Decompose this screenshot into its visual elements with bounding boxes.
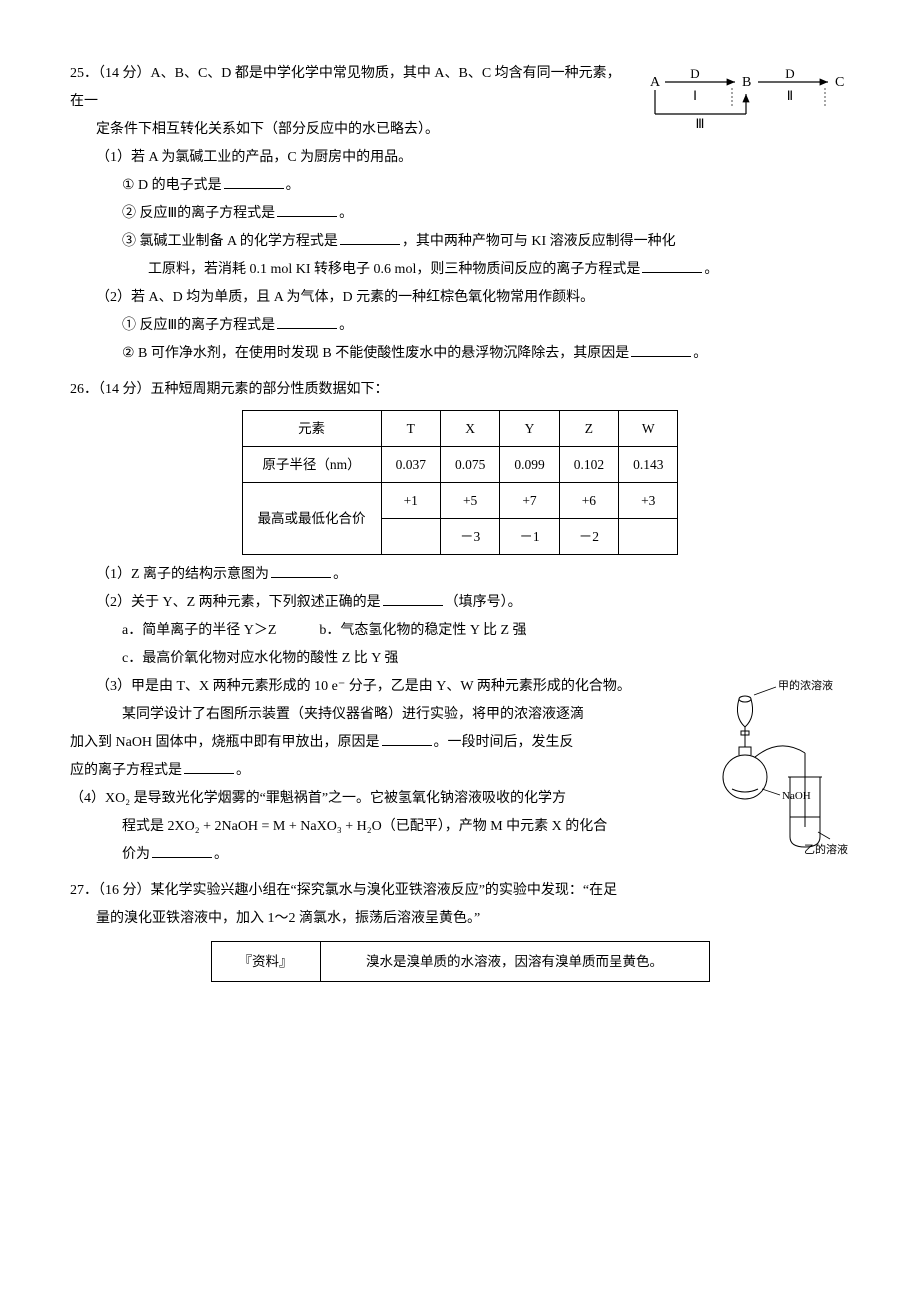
blank[interactable] [184, 759, 234, 774]
table-row: 原子半径（nm） 0.037 0.075 0.099 0.102 0.143 [242, 447, 678, 483]
blank[interactable] [224, 174, 284, 189]
q25-2-1: ① 反应Ⅲ的离子方程式是。 [70, 312, 850, 340]
row-valence-label: 最高或最低化合价 [242, 483, 381, 555]
row-radius-label: 原子半径（nm） [242, 447, 381, 483]
label-top: 甲的浓溶液 [778, 678, 833, 692]
blank[interactable] [631, 342, 691, 357]
q25-stem-1: A、B、C、D 都是中学化学中常见物质，其中 A、B、C 均含有同一种元素，在一 [70, 66, 621, 109]
q26-p2: （2）关于 Y、Z 两种元素，下列叙述正确的是（填序号）。 [70, 589, 850, 617]
opt-a: a．简单离子的半径 Y＞Z [122, 623, 276, 638]
question-26: 26．（14 分）五种短周期元素的部分性质数据如下： 元素 T X Y Z W … [70, 376, 850, 869]
edge-d-1: D [690, 66, 699, 81]
table-row: 最高或最低化合价 +1 +5 +7 +6 +3 [242, 483, 678, 519]
q25-1-2: ② 反应Ⅲ的离子方程式是。 [70, 200, 850, 228]
th-T: T [381, 411, 440, 447]
q26-stem: 五种短周期元素的部分性质数据如下： [151, 382, 389, 397]
q25-diagram: A D Ⅰ B D Ⅱ C Ⅲ [640, 66, 850, 147]
resource-text: 溴水是溴单质的水溶液，因溶有溴单质而呈黄色。 [320, 942, 709, 982]
q26-p1: （1）Z 离子的结构示意图为。 [70, 561, 850, 589]
q26-number: 26． [70, 382, 98, 397]
element-data-table: 元素 T X Y Z W 原子半径（nm） 0.037 0.075 0.099 … [242, 410, 679, 555]
q25-2-2: ② B 可作净水剂，在使用时发现 B 不能使酸性废水中的悬浮物沉降除去，其原因是… [70, 340, 850, 368]
th-element: 元素 [242, 411, 381, 447]
table-row: 『资料』 溴水是溴单质的水溶液，因溶有溴单质而呈黄色。 [211, 942, 709, 982]
q25-part1: （1）若 A 为氯碱工业的产品，C 为厨房中的用品。 [70, 144, 850, 172]
transform-diagram-svg: A D Ⅰ B D Ⅱ C Ⅲ [640, 66, 850, 136]
table-row: 元素 T X Y Z W [242, 411, 678, 447]
q25-points: （14 分） [98, 66, 151, 81]
th-Y: Y [500, 411, 559, 447]
region-2: Ⅱ [787, 88, 793, 103]
blank[interactable] [382, 731, 432, 746]
q27-points: （16 分） [98, 883, 151, 898]
edge-d-2: D [785, 66, 794, 81]
q25-number: 25． [70, 66, 98, 81]
resource-label: 『资料』 [211, 942, 320, 982]
blank[interactable] [642, 258, 702, 273]
blank[interactable] [277, 202, 337, 217]
node-a: A [650, 75, 661, 90]
opt-c: c．最高价氧化物对应水化物的酸性 Z 比 Y 强 [122, 651, 398, 666]
node-b: B [742, 75, 751, 90]
label-bot: 乙的溶液 [804, 842, 848, 856]
region-1: Ⅰ [693, 88, 697, 103]
q25-1-1: ① D 的电子式是。 [70, 172, 850, 200]
blank[interactable] [277, 314, 337, 329]
blank[interactable] [152, 843, 212, 858]
th-Z: Z [559, 411, 618, 447]
q25-1-3: ③ 氯碱工业制备 A 的化学方程式是，其中两种产物可与 KI 溶液反应制得一种化 [70, 228, 850, 256]
blank[interactable] [271, 563, 331, 578]
q27-number: 27． [70, 883, 98, 898]
q25-part2: （2）若 A、D 均为单质，且 A 为气体，D 元素的一种红棕色氧化物常用作颜料… [70, 284, 850, 312]
th-W: W [619, 411, 678, 447]
region-3: Ⅲ [696, 116, 705, 131]
q27-stem-1: 某化学实验兴趣小组在“探究氯水与溴化亚铁溶液反应”的实验中发现：“在足 [151, 883, 618, 898]
resource-table: 『资料』 溴水是溴单质的水溶液，因溶有溴单质而呈黄色。 [211, 941, 710, 982]
node-c: C [835, 75, 844, 90]
q26-options-c: c．最高价氧化物对应水化物的酸性 Z 比 Y 强 [70, 645, 850, 673]
q26-options-ab: a．简单离子的半径 Y＞Z b．气态氢化物的稳定性 Y 比 Z 强 [70, 617, 850, 645]
q27-stem-2: 量的溴化亚铁溶液中，加入 1～2 滴氯水，振荡后溶液呈黄色。” [70, 905, 850, 933]
q26-apparatus: 甲的浓溶液 NaOH 乙的溶液 [710, 677, 850, 868]
q26-points: （14 分） [98, 382, 151, 397]
th-X: X [440, 411, 499, 447]
blank[interactable] [340, 230, 400, 245]
label-naoh: NaOH [782, 790, 811, 802]
apparatus-svg: 甲的浓溶液 NaOH 乙的溶液 [710, 677, 850, 857]
question-27: 27．（16 分）某化学实验兴趣小组在“探究氯水与溴化亚铁溶液反应”的实验中发现… [70, 877, 850, 982]
blank[interactable] [383, 591, 443, 606]
q25-1-3-cont: 工原料，若消耗 0.1 mol KI 转移电子 0.6 mol，则三种物质间反应… [70, 256, 850, 284]
question-25: A D Ⅰ B D Ⅱ C Ⅲ 25．（14 分）A、B、C、D 都是中学化学中… [70, 60, 850, 368]
opt-b: b．气态氢化物的稳定性 Y 比 Z 强 [319, 623, 526, 638]
